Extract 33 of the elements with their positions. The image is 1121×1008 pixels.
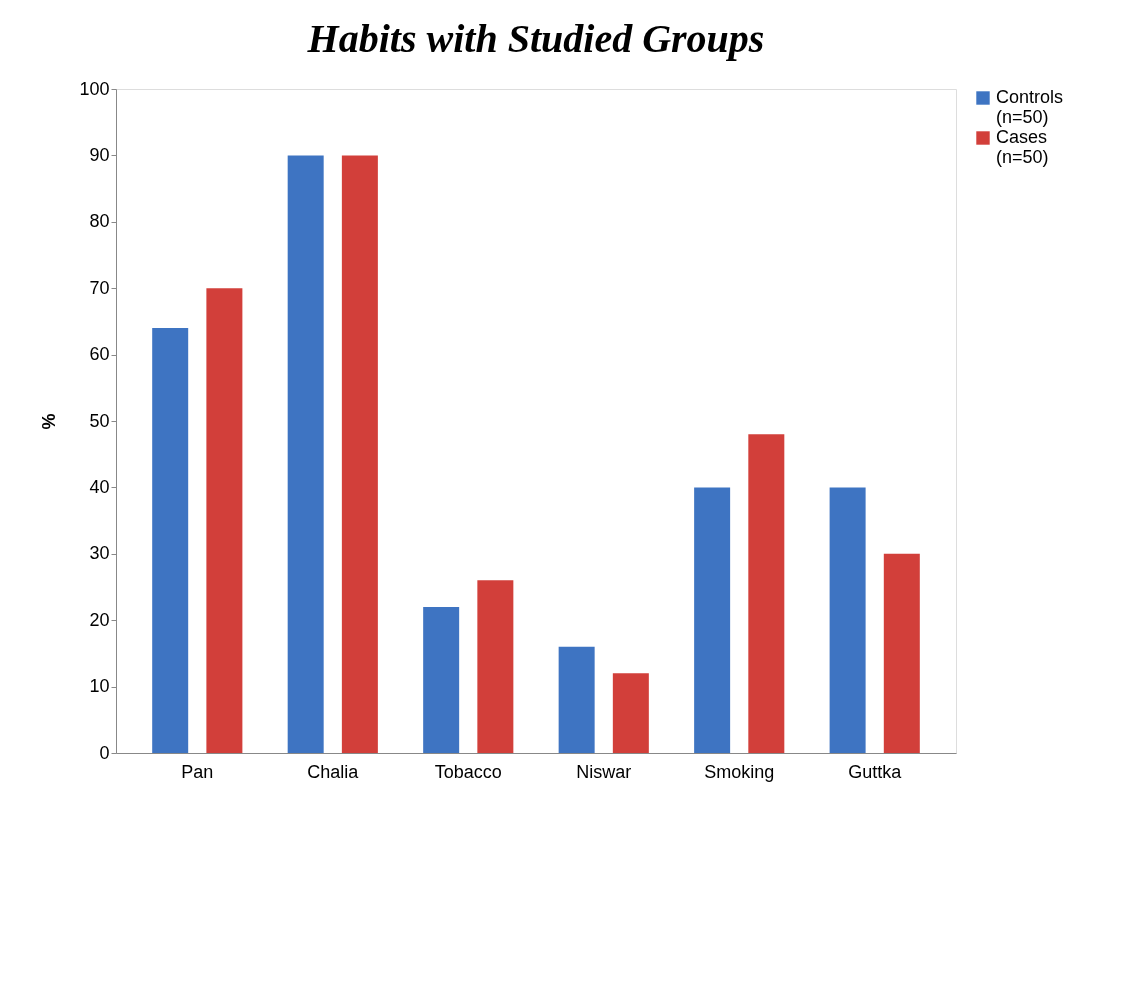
bar xyxy=(612,673,649,753)
bar xyxy=(829,487,866,753)
x-tick-label: Chalia xyxy=(307,761,360,782)
bar xyxy=(341,155,378,753)
y-tick-label: 10 xyxy=(89,676,110,697)
y-tick-label: 70 xyxy=(89,277,110,298)
y-tick-label: 100 xyxy=(79,78,110,99)
bar xyxy=(477,580,514,753)
y-tick-label: 90 xyxy=(89,144,110,165)
y-tick-label: 40 xyxy=(89,476,110,497)
bar xyxy=(694,487,731,753)
bar xyxy=(152,328,189,753)
y-tick-label: 0 xyxy=(99,742,110,763)
y-tick-label: 60 xyxy=(89,344,110,365)
chart-title: Habits with Studied Groups xyxy=(306,16,765,61)
x-tick-label: Pan xyxy=(181,761,214,782)
y-tick-label: 80 xyxy=(89,211,110,232)
x-tick-label: Niswar xyxy=(576,761,632,782)
x-tick-label: Smoking xyxy=(704,761,775,782)
bar xyxy=(287,155,324,753)
legend-label: Controls (n=50) xyxy=(996,87,1064,127)
bar xyxy=(883,553,920,753)
x-tick-label: Tobacco xyxy=(434,761,502,782)
y-tick-label: 20 xyxy=(89,609,110,630)
bar xyxy=(423,606,460,753)
legend-label: Cases (n=50) xyxy=(996,127,1049,167)
y-tick-label: 50 xyxy=(89,410,110,431)
y-axis-title: % xyxy=(39,413,60,430)
bar xyxy=(206,288,243,753)
bar xyxy=(748,434,785,753)
x-tick-label: Guttka xyxy=(848,761,903,782)
y-tick-label: 30 xyxy=(89,543,110,564)
bar xyxy=(558,646,595,753)
